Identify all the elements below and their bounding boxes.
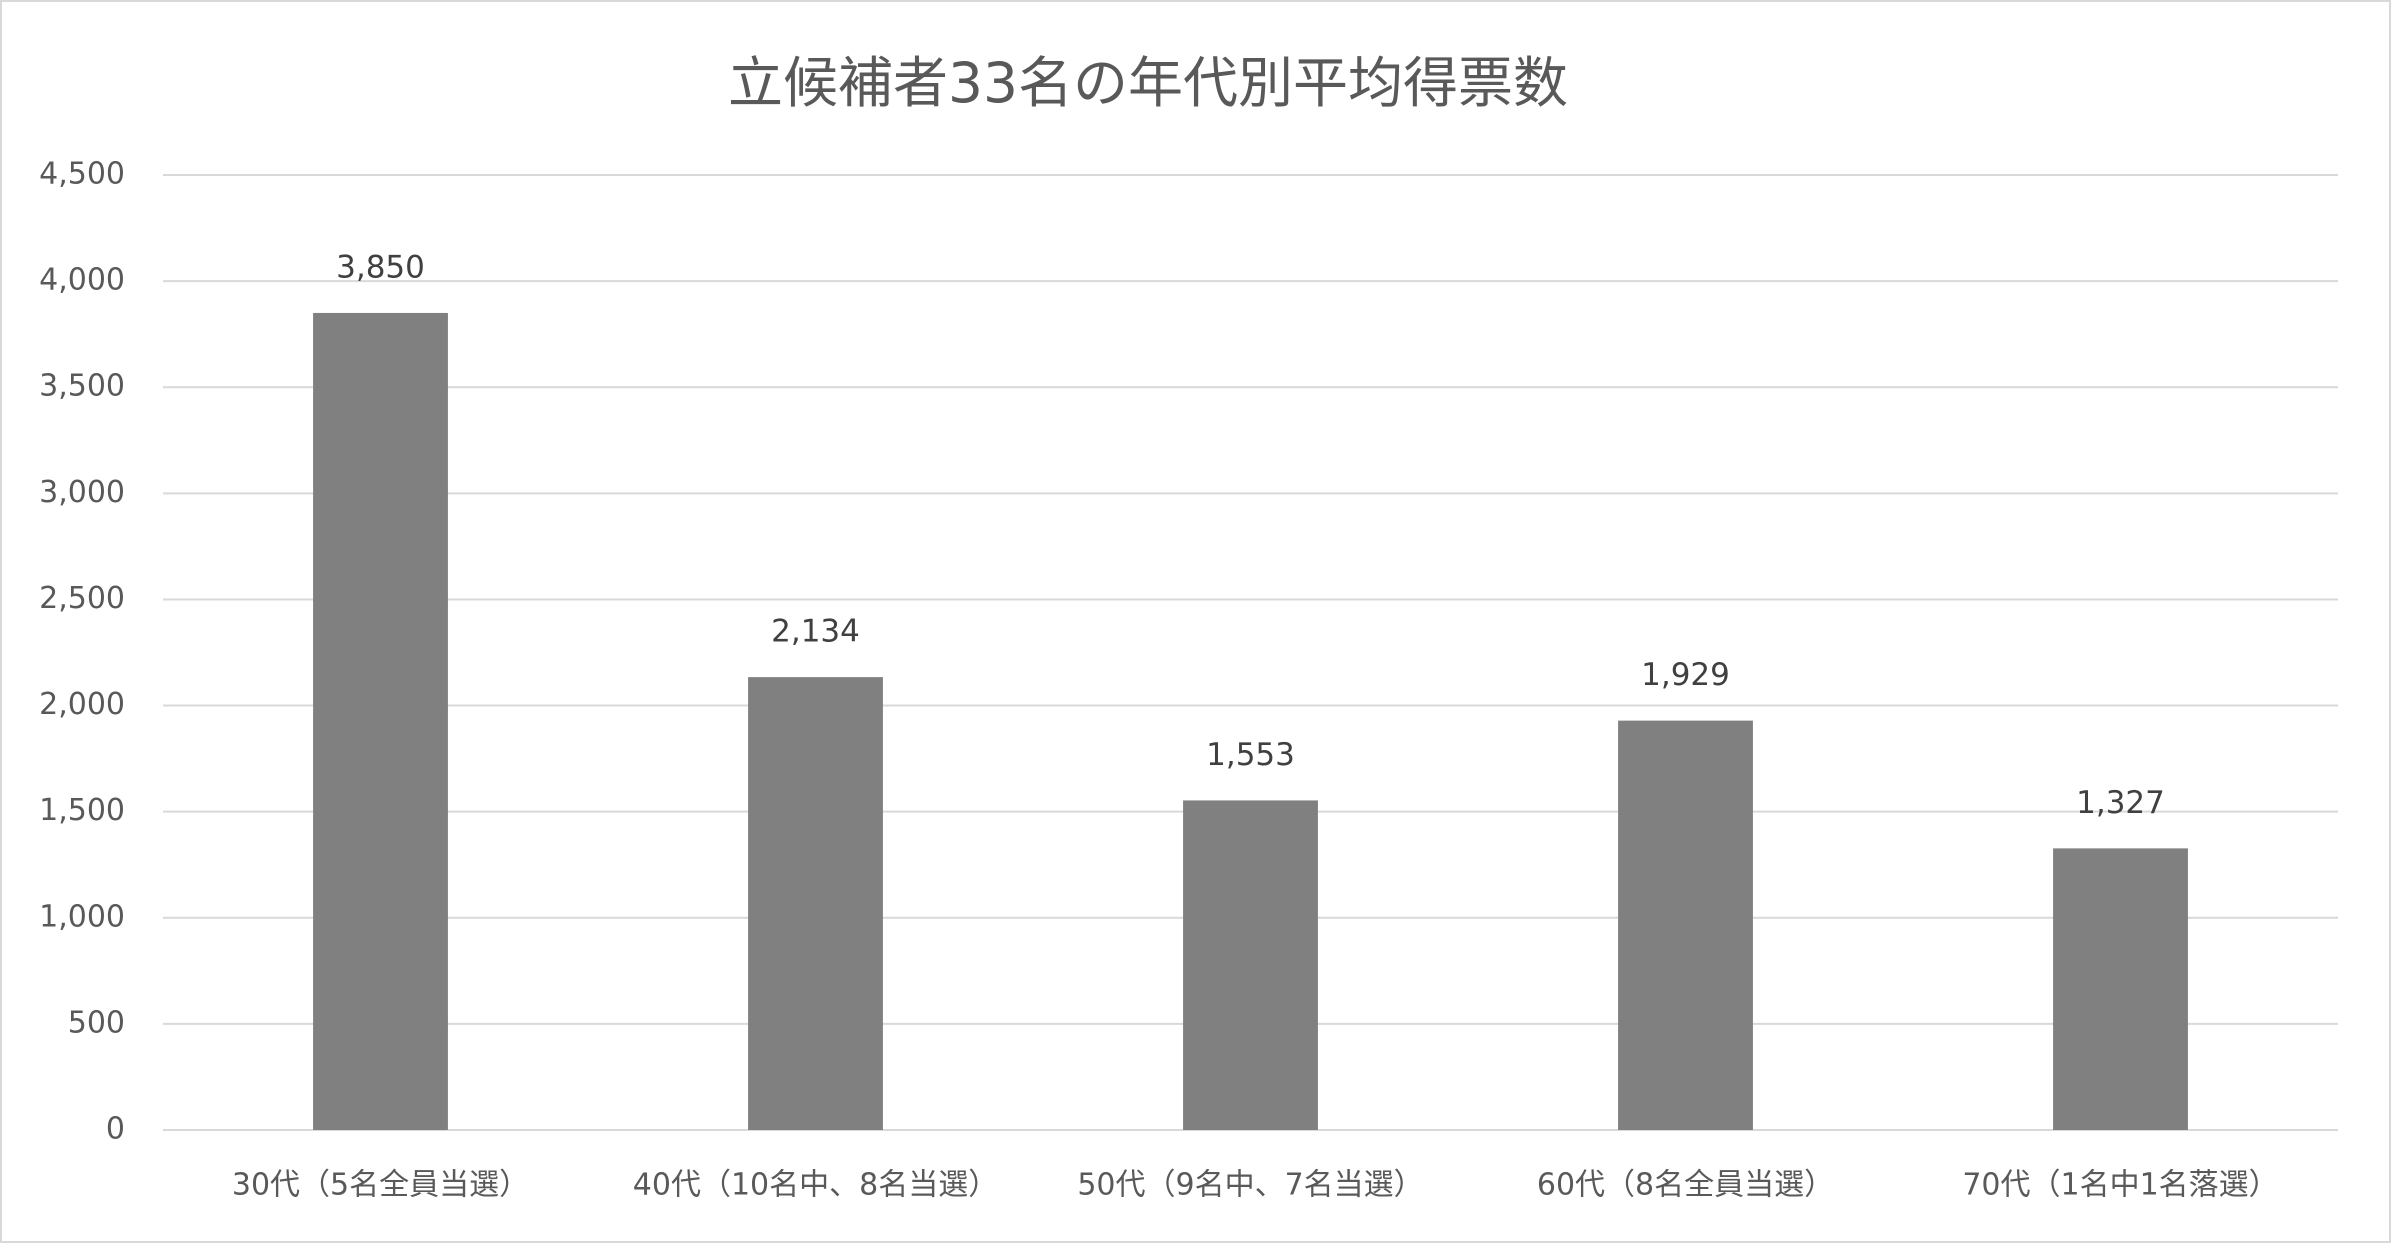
bar: [748, 677, 883, 1130]
y-tick-label: 2,500: [39, 581, 125, 616]
value-label: 1,327: [2076, 785, 2165, 821]
x-tick-label: 50代（9名中、7名当選）: [1077, 1168, 1423, 1203]
value-label: 3,850: [336, 249, 425, 285]
y-tick-label: 3,500: [39, 369, 125, 404]
value-label: 2,134: [771, 614, 860, 650]
chart-title: 立候補者33名の年代別平均得票数: [728, 51, 1568, 115]
y-tick-label: 500: [68, 1005, 125, 1040]
x-tick-label: 70代（1名中1名落選）: [1962, 1168, 2278, 1203]
y-tick-label: 4,500: [39, 157, 125, 192]
y-tick-label: 2,000: [39, 687, 125, 722]
value-label: 1,929: [1641, 657, 1730, 693]
y-tick-label: 1,500: [39, 793, 125, 828]
y-tick-label: 4,000: [39, 263, 125, 298]
x-tick-label: 60代（8名全員当選）: [1537, 1168, 1834, 1203]
bar: [1183, 800, 1318, 1130]
y-tick-label: 0: [106, 1112, 125, 1147]
y-tick-label: 1,000: [39, 899, 125, 934]
bar: [1618, 720, 1753, 1130]
bar: [313, 312, 448, 1130]
x-tick-label: 30代（5名全員当選）: [232, 1168, 529, 1203]
value-label: 1,553: [1206, 737, 1295, 773]
x-tick-label: 40代（10名中、8名当選）: [633, 1168, 998, 1203]
y-tick-label: 3,000: [39, 475, 125, 510]
bar: [2053, 848, 2188, 1130]
